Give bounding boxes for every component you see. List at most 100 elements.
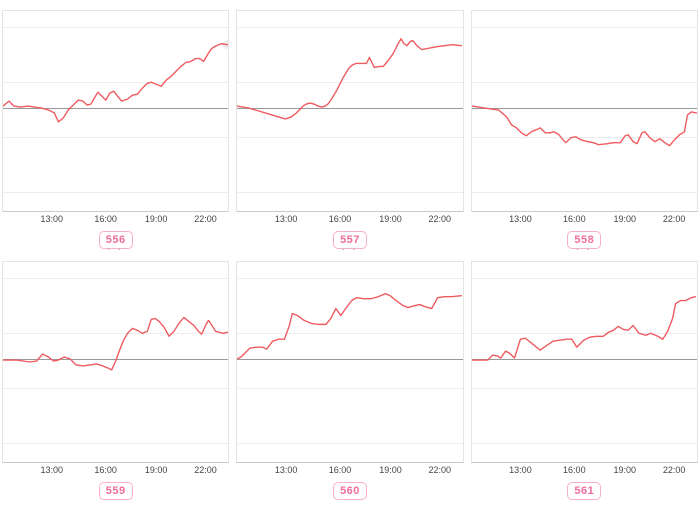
- x-tick-label: 22:00: [428, 465, 452, 475]
- series-line: [237, 38, 463, 120]
- chart-cell-560: ( ) 13:00 16:00 19:00 22:00 560: [236, 249, 464, 500]
- x-tick-label: 13:00: [509, 214, 532, 224]
- series-line: [471, 105, 697, 147]
- line-chart-plot: [2, 261, 230, 463]
- line-series-svg: [471, 295, 696, 361]
- x-tick-label: 19:00: [144, 214, 168, 224]
- chart-title-text: ( ): [341, 0, 359, 1]
- gridline: [3, 137, 229, 138]
- chart-title-clipped: ( ): [236, 249, 463, 261]
- gridline: [3, 27, 229, 28]
- gridline: [237, 278, 463, 279]
- line-chart-plot: [470, 261, 698, 463]
- series-line: [3, 42, 229, 123]
- x-tick-label: 13:00: [40, 214, 64, 224]
- badge-row: 559: [2, 482, 229, 500]
- gridline: [237, 192, 463, 193]
- x-tick-label: 16:00: [94, 214, 117, 224]
- line-series-svg: [237, 292, 463, 360]
- x-tick-label: 22:00: [194, 465, 217, 475]
- badge-row: 561: [471, 482, 698, 500]
- x-tick-label: 13:00: [274, 214, 298, 224]
- x-tick-label: 22:00: [662, 214, 686, 224]
- chart-title-clipped: ( ): [471, 0, 698, 10]
- x-axis-labels: 13:00 16:00 19:00 22:00: [2, 463, 229, 475]
- chart-cell-556: ( ) 13:00 16:00 19:00 22:00 556: [2, 0, 230, 249]
- gridline: [237, 443, 463, 444]
- x-axis-labels: 13:00 16:00 19:00 22:00: [471, 212, 698, 224]
- x-tick-label: 22:00: [662, 465, 686, 475]
- line-series-svg: [471, 105, 697, 147]
- badge-row: 558: [471, 231, 698, 249]
- x-tick-label: 16:00: [563, 214, 586, 224]
- x-axis-labels: 13:00 16:00 19:00 22:00: [471, 463, 698, 475]
- x-tick-label: 16:00: [94, 465, 117, 475]
- zero-baseline: [471, 108, 697, 109]
- x-tick-label: 19:00: [379, 214, 402, 224]
- gridline: [3, 443, 229, 444]
- x-tick-label: 16:00: [563, 465, 586, 475]
- chart-title-text: ( ): [341, 249, 359, 252]
- line-series-svg: [3, 316, 229, 371]
- x-tick-label: 16:00: [328, 465, 352, 475]
- line-series-svg: [237, 38, 463, 120]
- gridline: [471, 192, 697, 193]
- series-line: [471, 295, 696, 361]
- gridline: [471, 333, 697, 334]
- gridline: [237, 137, 463, 138]
- x-tick-label: 22:00: [428, 214, 452, 224]
- chart-id-badge-561[interactable]: 561: [567, 482, 602, 500]
- x-tick-label: 13:00: [40, 465, 64, 475]
- chart-id-badge-556[interactable]: 556: [98, 231, 133, 249]
- chart-cell-558: ( ) 13:00 16:00 19:00 22:00 558: [470, 0, 698, 249]
- gridline: [471, 388, 697, 389]
- line-chart-plot: [236, 261, 464, 463]
- x-axis-labels: 13:00 16:00 19:00 22:00: [236, 212, 463, 224]
- series-line: [3, 316, 229, 371]
- gridline: [3, 333, 229, 334]
- chart-id-badge-560[interactable]: 560: [333, 482, 367, 500]
- x-tick-label: 13:00: [509, 465, 532, 475]
- chart-title-text: ( ): [106, 0, 124, 1]
- chart-id-badge-558[interactable]: 558: [567, 231, 602, 249]
- gridline: [237, 388, 463, 389]
- chart-id-badge-559[interactable]: 559: [98, 482, 133, 500]
- gridline: [471, 278, 697, 279]
- chart-title-text: ( ): [575, 0, 593, 1]
- line-chart-plot: [470, 10, 698, 212]
- x-tick-label: 19:00: [379, 465, 402, 475]
- zero-baseline: [237, 359, 463, 360]
- gridline: [3, 388, 229, 389]
- x-axis-labels: 13:00 16:00 19:00 22:00: [236, 463, 463, 475]
- zero-baseline: [471, 359, 697, 360]
- gridline: [237, 333, 463, 334]
- x-tick-label: 19:00: [144, 465, 168, 475]
- chart-title-clipped: ( ): [2, 249, 229, 261]
- badge-row: 557: [236, 231, 463, 249]
- gridline: [471, 82, 697, 83]
- series-line: [237, 292, 463, 360]
- badge-row: 560: [236, 482, 463, 500]
- x-tick-label: 16:00: [328, 214, 352, 224]
- chart-id-badge-557[interactable]: 557: [333, 231, 367, 249]
- badge-row: 556: [2, 231, 229, 249]
- chart-cell-557: ( ) 13:00 16:00 19:00 22:00 557: [236, 0, 464, 249]
- x-tick-label: 19:00: [613, 214, 637, 224]
- chart-cell-559: ( ) 13:00 16:00 19:00 22:00 559: [2, 249, 230, 500]
- chart-title-clipped: ( ): [236, 0, 463, 10]
- gridline: [3, 82, 229, 83]
- gridline: [471, 137, 697, 138]
- chart-title-text: ( ): [575, 249, 593, 252]
- gridline: [237, 27, 463, 28]
- gridline: [471, 443, 697, 444]
- gridline: [471, 27, 697, 28]
- chart-title-clipped: ( ): [2, 0, 229, 10]
- x-tick-label: 13:00: [274, 465, 298, 475]
- gridline: [3, 192, 229, 193]
- chart-title-clipped: ( ): [471, 249, 698, 261]
- x-tick-label: 22:00: [194, 214, 217, 224]
- zero-baseline: [3, 108, 229, 109]
- x-axis-labels: 13:00 16:00 19:00 22:00: [2, 212, 229, 224]
- x-tick-label: 19:00: [613, 465, 637, 475]
